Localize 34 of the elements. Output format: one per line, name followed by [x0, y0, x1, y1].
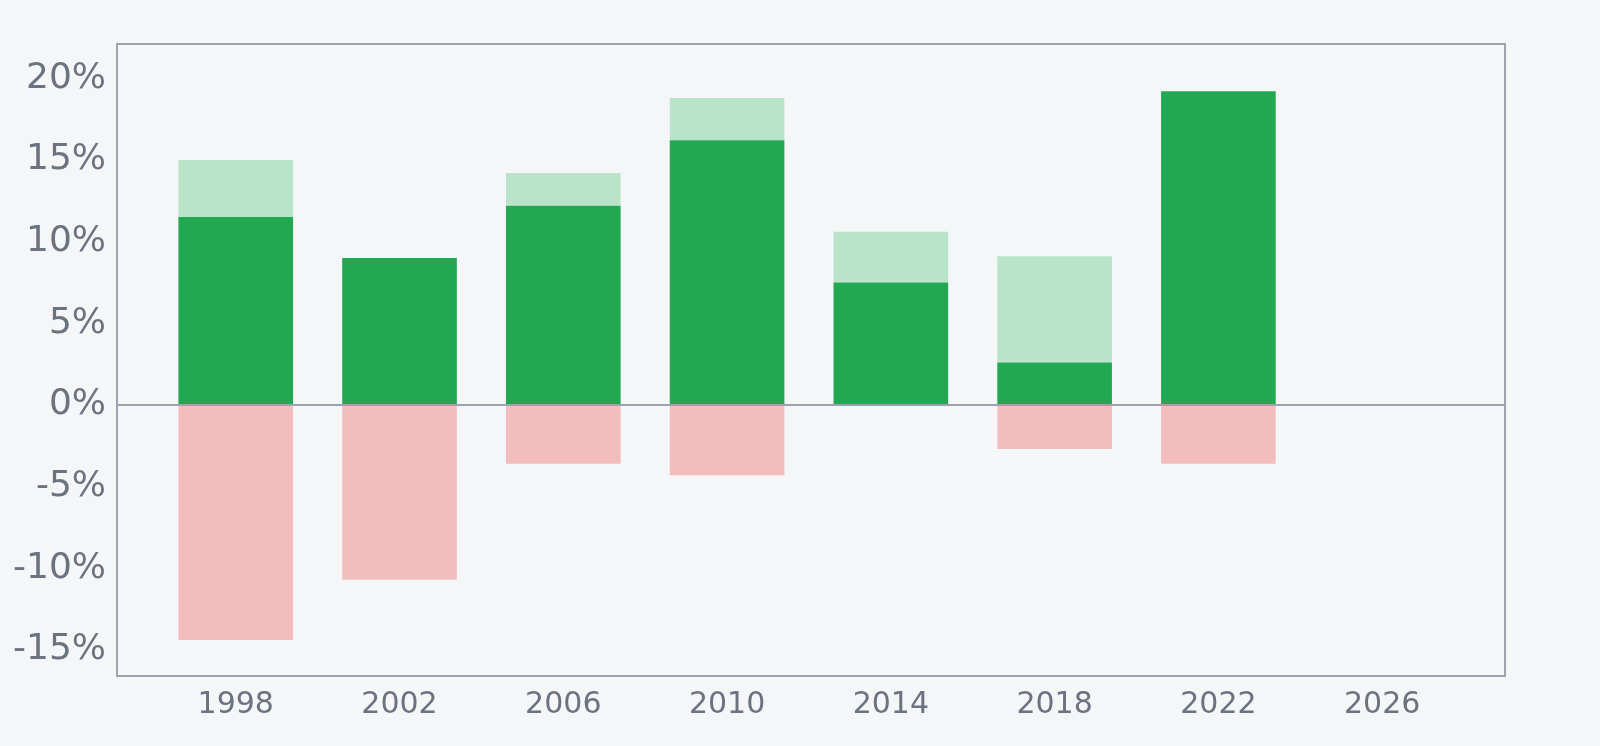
bar	[178, 159, 294, 218]
bar	[833, 231, 949, 283]
bar	[997, 404, 1112, 449]
bar	[342, 404, 457, 580]
bar	[669, 97, 785, 141]
x-tick-label: 2002	[361, 684, 438, 720]
bar	[505, 173, 621, 206]
y-tick-label: 20%	[25, 54, 107, 96]
y-tick-label: 0%	[48, 381, 107, 423]
bar	[178, 217, 294, 405]
bar	[505, 404, 621, 464]
bar	[669, 404, 785, 476]
x-tick-label: 2014	[852, 684, 930, 720]
x-tick-label: 2026	[1343, 684, 1421, 720]
bar	[1161, 91, 1276, 405]
y-tick-label: -15%	[12, 626, 107, 668]
bar	[178, 404, 294, 641]
x-tick-label: 2006	[525, 684, 602, 720]
y-tick-label: 15%	[25, 136, 107, 178]
x-tick-label: 2022	[1180, 684, 1257, 720]
y-tick-label: -10%	[12, 544, 107, 586]
x-tick-label: 2010	[688, 684, 766, 720]
bar	[505, 205, 621, 405]
y-tick-label: 10%	[25, 217, 107, 259]
bar	[833, 282, 949, 405]
bar	[997, 256, 1112, 363]
bar	[997, 362, 1112, 405]
bar	[342, 257, 457, 405]
y-tick-label: 5%	[48, 299, 107, 341]
x-tick-label: 2018	[1016, 684, 1093, 720]
bar	[1161, 404, 1276, 464]
y-tick-label: -5%	[35, 462, 107, 504]
x-tick-label: 1998	[197, 684, 274, 720]
bar	[669, 140, 785, 405]
